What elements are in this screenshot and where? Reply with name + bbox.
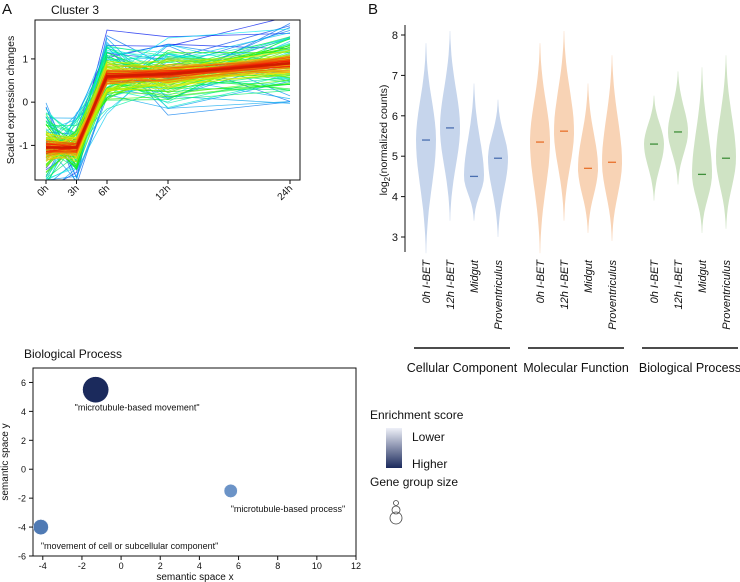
point-label: "microtubule-based process" <box>231 504 345 514</box>
violin <box>644 95 664 201</box>
violin <box>440 31 460 221</box>
category-label: 0h I-BET <box>649 259 661 304</box>
category-label: Midgut <box>583 259 595 293</box>
y-tick-label: -4 <box>18 523 26 533</box>
x-tick-label: -4 <box>39 561 47 571</box>
violin <box>464 83 484 221</box>
violin <box>416 43 436 254</box>
category-label: Midgut <box>469 259 481 293</box>
x-tick-label: -2 <box>78 561 86 571</box>
legend-color-title: Enrichment score <box>370 408 464 422</box>
category-label: 12h I-BET <box>673 259 685 310</box>
x-tick-label: 6 <box>236 561 241 571</box>
group-label: Molecular Function <box>523 361 629 375</box>
category-label: Proventriculus <box>721 260 733 330</box>
x-tick-label: 3h <box>66 183 82 199</box>
chart-title: Cluster 3 <box>51 3 99 17</box>
violin <box>578 83 598 233</box>
y-tick-label: 0 <box>22 98 28 109</box>
group-label: Biological Process <box>639 361 740 375</box>
y-tick-label: 5 <box>392 151 398 163</box>
violin <box>530 43 550 254</box>
y-axis-label: log2(normalized counts) <box>378 85 392 196</box>
x-tick-label: 8 <box>275 561 280 571</box>
legend-low-label: Lower <box>412 430 445 444</box>
centroid-line <box>46 61 291 149</box>
y-axis-label: Scaled expression changes <box>5 36 17 164</box>
y-tick-label: 2 <box>21 436 26 446</box>
panel-label-b: B <box>368 1 378 18</box>
y-tick-label: 4 <box>392 192 398 204</box>
y-tick-label: 8 <box>392 30 398 42</box>
legend-size-medium <box>391 505 401 515</box>
x-tick-label: 0h <box>35 183 51 199</box>
violin <box>668 71 688 185</box>
y-tick-label: 4 <box>21 407 26 417</box>
violin <box>554 31 574 221</box>
y-tick-label: 7 <box>392 70 398 82</box>
legend-size-small <box>393 500 399 506</box>
legend-size-large <box>389 511 403 525</box>
y-tick-label: -2 <box>18 494 26 504</box>
point-label: "microtubule-based movement" <box>75 403 200 413</box>
x-tick-label: 0 <box>119 561 124 571</box>
violin <box>602 55 622 242</box>
x-axis-label: semantic space x <box>156 572 233 582</box>
y-tick-label: 1 <box>22 54 28 65</box>
category-label: Proventriculus <box>607 260 619 330</box>
scatter-point <box>32 519 49 535</box>
category-label: 12h I-BET <box>445 259 457 310</box>
profile-line <box>45 61 291 148</box>
violin <box>716 55 736 229</box>
x-tick-label: 24h <box>276 183 296 203</box>
x-tick-label: 10 <box>312 561 322 571</box>
scatter-point <box>82 376 109 404</box>
category-label: 0h I-BET <box>535 259 547 304</box>
legend-color-bar <box>386 428 402 468</box>
x-tick-label: 2 <box>158 561 163 571</box>
y-axis-label-main: log <box>378 181 390 195</box>
plot-frame <box>32 367 357 557</box>
y-tick-label: 6 <box>21 378 26 388</box>
y-tick-label: 0 <box>21 465 26 475</box>
x-tick-label: 12 <box>351 561 361 571</box>
violin <box>488 99 508 237</box>
y-axis-label-sub: 2 <box>383 176 392 181</box>
profile-line <box>45 63 291 139</box>
group-label: Cellular Component <box>407 361 518 375</box>
scatter-chart-panel: Biological Process -6 -4 -2 0 2 4 6 -4 -2 0 2 4 6 8 1… <box>0 347 464 582</box>
x-tick-label: 6h <box>96 183 112 199</box>
y-tick-label: -6 <box>18 552 26 562</box>
violin-chart-panel: 3 4 5 6 7 8 log2(normalized counts) 0h I-BET 1… <box>378 25 740 375</box>
legend-high-label: Higher <box>412 457 447 471</box>
profile-line <box>45 38 291 136</box>
y-tick-label: 6 <box>392 111 398 123</box>
x-tick-label: 4 <box>197 561 202 571</box>
point-label: "movement of cell or subcellular compone… <box>41 541 218 551</box>
y-tick-label: 3 <box>392 232 398 244</box>
x-tick-label: 12h <box>154 183 174 203</box>
category-label: Midgut <box>697 259 709 293</box>
legend-size-title: Gene group size <box>370 475 458 489</box>
y-axis-label-rest: (normalized counts) <box>378 85 390 177</box>
category-label: Proventriculus <box>493 260 505 330</box>
panel-label-a: A <box>2 1 12 18</box>
profile-line <box>45 41 291 180</box>
line-chart-panel: Cluster 3 -1 0 1 0h 3h 6h 12h 24h Scaled expre… <box>5 3 301 203</box>
scatter-point <box>223 483 238 498</box>
y-axis-label: semantic space y <box>0 423 11 500</box>
violin <box>692 67 712 233</box>
category-label: 0h I-BET <box>421 259 433 304</box>
y-tick-label: -1 <box>19 141 28 152</box>
profile-line <box>45 54 291 169</box>
category-label: 12h I-BET <box>559 259 571 310</box>
chart-title: Biological Process <box>24 347 122 361</box>
